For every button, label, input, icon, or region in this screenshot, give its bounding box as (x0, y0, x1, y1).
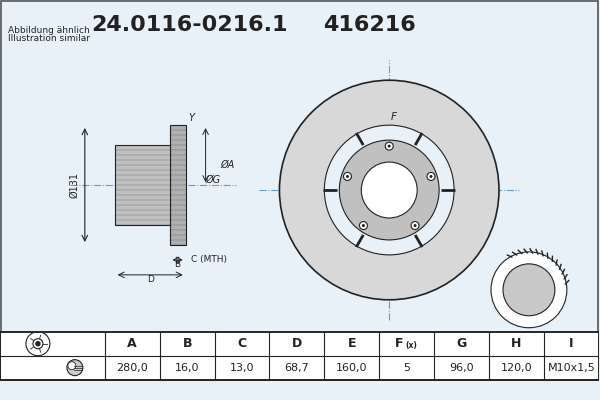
Text: Y: Y (523, 286, 535, 304)
Circle shape (411, 222, 419, 230)
Text: I: I (569, 337, 574, 350)
Bar (1, 1, 598, 332)
Text: A: A (127, 337, 137, 350)
Text: 416216: 416216 (323, 15, 416, 35)
Bar (0, 332, 599, 380)
Circle shape (346, 175, 349, 178)
Text: E: E (347, 337, 356, 350)
Circle shape (359, 222, 367, 230)
Circle shape (427, 172, 435, 180)
Text: (x): (x) (406, 341, 418, 350)
Text: D: D (292, 337, 302, 350)
Text: 5: 5 (403, 363, 410, 373)
Text: C: C (238, 337, 247, 350)
Text: 120,0: 120,0 (500, 363, 532, 373)
Text: 280,0: 280,0 (116, 363, 148, 373)
Circle shape (343, 172, 352, 180)
Circle shape (362, 224, 365, 227)
Text: Ø131: Ø131 (70, 172, 80, 198)
Text: ØG: ØG (206, 175, 221, 185)
Text: F: F (391, 112, 397, 122)
Text: C (MTH): C (MTH) (191, 255, 227, 264)
Circle shape (491, 252, 567, 328)
Text: G: G (457, 337, 467, 350)
Circle shape (68, 362, 76, 370)
Circle shape (413, 224, 416, 227)
Circle shape (388, 145, 391, 148)
Bar (115, 145, 170, 225)
Bar (0, 332, 599, 380)
Circle shape (67, 360, 83, 376)
Text: 160,0: 160,0 (336, 363, 368, 373)
Circle shape (36, 342, 40, 346)
Bar (170, 125, 185, 245)
Circle shape (430, 175, 433, 178)
Circle shape (385, 142, 393, 150)
Circle shape (503, 264, 555, 316)
Text: 13,0: 13,0 (230, 363, 254, 373)
Text: ØA: ØA (221, 160, 235, 170)
Circle shape (325, 125, 454, 255)
Text: 24.0116-0216.1: 24.0116-0216.1 (91, 15, 288, 35)
Text: ØE: ØE (414, 175, 429, 185)
Text: B: B (182, 337, 192, 350)
Text: H: H (511, 337, 521, 350)
Text: Abbildung ähnlich: Abbildung ähnlich (8, 26, 90, 35)
Circle shape (361, 162, 417, 218)
Circle shape (340, 140, 439, 240)
Text: D: D (147, 275, 154, 284)
Text: Illustration similar: Illustration similar (8, 34, 90, 43)
Text: Y: Y (188, 113, 194, 123)
Text: M10x1,5: M10x1,5 (547, 363, 595, 373)
Text: 68,7: 68,7 (284, 363, 309, 373)
Circle shape (280, 80, 499, 300)
Text: B: B (175, 260, 181, 269)
Text: 16,0: 16,0 (175, 363, 199, 373)
Text: F: F (395, 337, 404, 350)
Text: 96,0: 96,0 (449, 363, 474, 373)
